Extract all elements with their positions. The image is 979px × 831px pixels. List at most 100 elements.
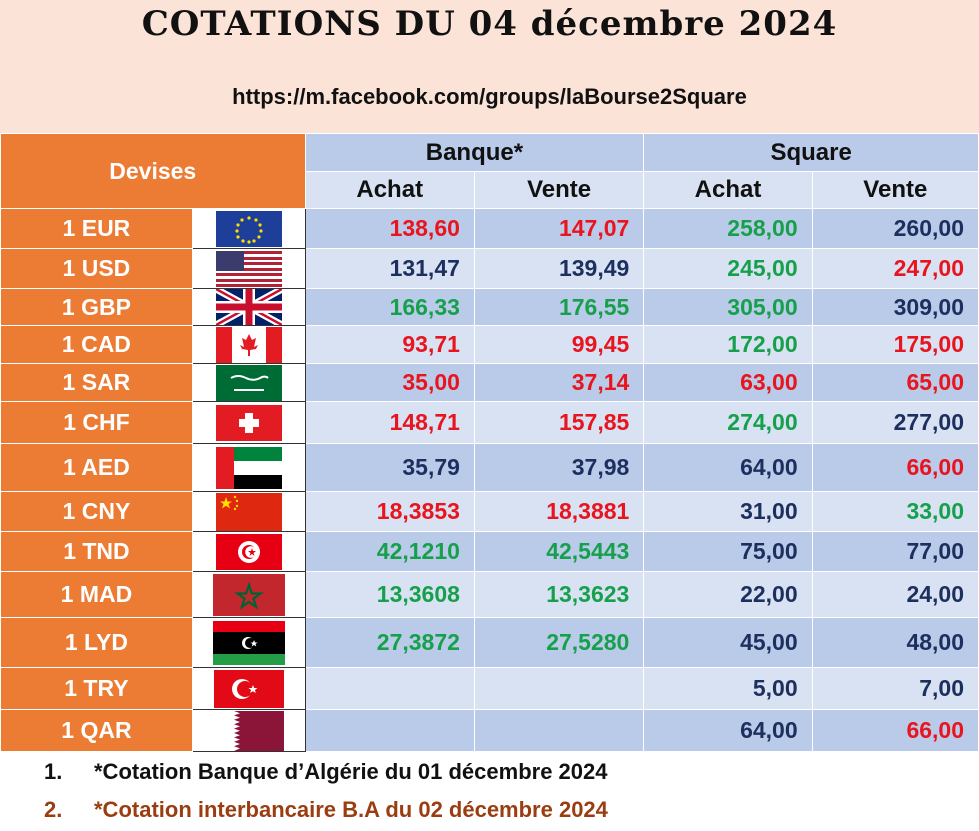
square-vente-cell: 48,00 xyxy=(811,617,979,668)
table-row: 1 QAR 64,00 66,00 xyxy=(0,709,979,752)
currency-label: 1 LYD xyxy=(0,617,193,668)
table-row: 1 GBP 166,33 176,55 305,00 309,00 xyxy=(0,288,979,326)
banque-achat-cell: 93,71 xyxy=(304,325,475,364)
square-achat-cell: 45,00 xyxy=(643,617,813,668)
page-title: COTATIONS DU 04 décembre 2024 xyxy=(141,4,838,44)
currency-label: 1 GBP xyxy=(0,288,193,326)
square-vente-cell: 66,00 xyxy=(811,709,979,752)
square-achat-cell: 258,00 xyxy=(643,208,813,249)
banque-achat-cell: 138,60 xyxy=(304,208,475,249)
square-achat-cell: 274,00 xyxy=(643,401,813,444)
table-row: 1 TND 42,1210 42,5443 75,00 77,00 xyxy=(0,531,979,572)
table-row: 1 EUR 138,60 147,07 258,00 260,00 xyxy=(0,208,979,249)
table-row: 1 USD 131,47 139,49 245,00 247,00 xyxy=(0,248,979,289)
devises-header: Devises xyxy=(0,133,306,209)
banque-vente-cell: 37,98 xyxy=(473,443,645,492)
table-row: 1 CNY 18,3853 18,3881 31,00 33,00 xyxy=(0,491,979,532)
banque-achat-cell: 42,1210 xyxy=(304,531,475,572)
square-header: Square xyxy=(643,133,979,172)
currency-label: 1 TND xyxy=(0,531,193,572)
table-row: 1 CAD 93,71 99,45 172,00 175,00 xyxy=(0,325,979,364)
china-flag-icon xyxy=(215,492,282,531)
banque-achat-header: Achat xyxy=(304,171,475,209)
table-row: 1 SAR 35,00 37,14 63,00 65,00 xyxy=(0,363,979,402)
saudi-flag-icon xyxy=(215,364,282,401)
banque-vente-cell: 99,45 xyxy=(473,325,645,364)
banque-vente-cell: 37,14 xyxy=(473,363,645,402)
morocco-flag-icon xyxy=(212,573,285,616)
banque-achat-cell: 131,47 xyxy=(304,248,475,289)
banque-achat-cell: 27,3872 xyxy=(304,617,475,668)
square-vente-cell: 260,00 xyxy=(811,208,979,249)
square-achat-cell: 31,00 xyxy=(643,491,813,532)
square-vente-cell: 24,00 xyxy=(811,571,979,618)
currency-label: 1 USD xyxy=(0,248,193,289)
source-url: https://m.facebook.com/groups/laBourse2S… xyxy=(232,84,747,109)
banque-vente-cell: 13,3623 xyxy=(473,571,645,618)
table-row: 1 TRY 5,00 7,00 xyxy=(0,667,979,710)
banque-vente-cell: 42,5443 xyxy=(473,531,645,572)
square-vente-cell: 33,00 xyxy=(811,491,979,532)
banque-achat-cell: 148,71 xyxy=(304,401,475,444)
footnote-number: 2. xyxy=(44,797,63,822)
turkey-flag-icon xyxy=(213,669,284,708)
footnote-text: *Cotation Banque d’Algérie du 01 décembr… xyxy=(94,759,608,784)
square-achat-cell: 63,00 xyxy=(643,363,813,402)
square-achat-cell: 305,00 xyxy=(643,288,813,326)
square-vente-cell: 277,00 xyxy=(811,401,979,444)
banque-vente-cell: 18,3881 xyxy=(473,491,645,532)
square-achat-header: Achat xyxy=(643,171,813,209)
banque-achat-cell: 35,00 xyxy=(304,363,475,402)
currency-label: 1 EUR xyxy=(0,208,193,249)
square-achat-cell: 75,00 xyxy=(643,531,813,572)
banque-vente-cell: 147,07 xyxy=(473,208,645,249)
square-vente-cell: 66,00 xyxy=(811,443,979,492)
square-vente-cell: 309,00 xyxy=(811,288,979,326)
eu-flag-icon xyxy=(215,210,282,247)
currency-label: 1 CNY xyxy=(0,491,193,532)
table-row: 1 LYD 27,3872 27,5280 45,00 48,00 xyxy=(0,617,979,668)
currency-label: 1 SAR xyxy=(0,363,193,402)
table-row: 1 MAD 13,3608 13,3623 22,00 24,00 xyxy=(0,571,979,618)
banque-achat-cell xyxy=(304,667,475,710)
banque-achat-cell: 35,79 xyxy=(304,443,475,492)
footnote-2: 2. *Cotation interbancaire B.A du 02 déce… xyxy=(44,793,608,831)
banque-achat-cell: 166,33 xyxy=(304,288,475,326)
banque-vente-header: Vente xyxy=(473,171,645,209)
banque-vente-cell xyxy=(473,667,645,710)
square-vente-cell: 175,00 xyxy=(811,325,979,364)
banque-vente-cell: 157,85 xyxy=(473,401,645,444)
banque-vente-cell: 139,49 xyxy=(473,248,645,289)
header-banner: COTATIONS DU 04 décembre 2024 https://m.… xyxy=(0,0,979,133)
square-vente-cell: 7,00 xyxy=(811,667,979,710)
libya-flag-icon xyxy=(212,620,285,665)
banque-header: Banque* xyxy=(304,133,645,172)
square-vente-cell: 65,00 xyxy=(811,363,979,402)
square-vente-cell: 77,00 xyxy=(811,531,979,572)
currency-label: 1 MAD xyxy=(0,571,193,618)
uk-flag-icon xyxy=(215,289,282,325)
banque-achat-cell: 18,3853 xyxy=(304,491,475,532)
footnotes: 1. *Cotation Banque d’Algérie du 01 décem… xyxy=(44,755,608,831)
currency-label: 1 CAD xyxy=(0,325,193,364)
table-row: 1 CHF 148,71 157,85 274,00 277,00 xyxy=(0,401,979,444)
banque-vente-cell: 27,5280 xyxy=(473,617,645,668)
square-achat-cell: 172,00 xyxy=(643,325,813,364)
currency-label: 1 AED xyxy=(0,443,193,492)
square-vente-header: Vente xyxy=(811,171,979,209)
square-achat-cell: 64,00 xyxy=(643,709,813,752)
table-row: 1 AED 35,79 37,98 64,00 66,00 xyxy=(0,443,979,492)
banque-vente-cell xyxy=(473,709,645,752)
qatar-flag-icon xyxy=(213,710,284,751)
square-achat-cell: 22,00 xyxy=(643,571,813,618)
tunisia-flag-icon xyxy=(215,533,282,570)
square-achat-cell: 64,00 xyxy=(643,443,813,492)
currency-label: 1 CHF xyxy=(0,401,193,444)
square-achat-cell: 245,00 xyxy=(643,248,813,289)
banque-achat-cell: 13,3608 xyxy=(304,571,475,618)
footnote-number: 1. xyxy=(44,759,63,784)
currency-label: 1 TRY xyxy=(0,667,193,710)
footnote-1: 1. *Cotation Banque d’Algérie du 01 décem… xyxy=(44,755,608,793)
uae-flag-icon xyxy=(215,446,282,489)
footnote-text: *Cotation interbancaire B.A du 02 décemb… xyxy=(94,797,608,822)
